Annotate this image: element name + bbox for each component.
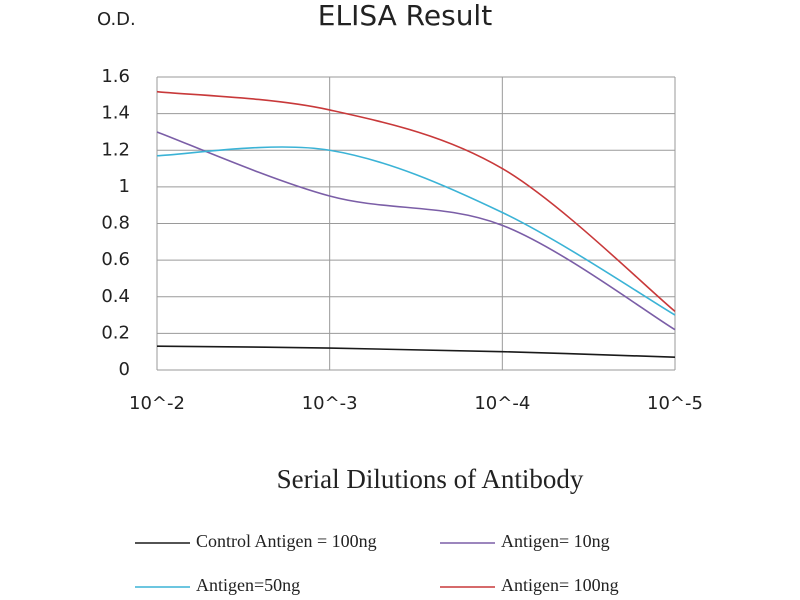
- y-tick-label: 1.2: [101, 139, 130, 160]
- series-line: [156, 146, 676, 316]
- x-tick-label: 10^-3: [302, 393, 358, 414]
- series-line: [156, 90, 676, 313]
- y-tick-label: 1.4: [101, 103, 130, 124]
- legend-label: Antigen= 100ng: [501, 575, 619, 595]
- legend-label: Antigen= 10ng: [501, 531, 610, 551]
- x-axis-title: Serial Dilutions of Antibody: [277, 464, 584, 494]
- y-tick-label: 0.6: [101, 249, 130, 270]
- y-tick-label: 1.6: [101, 66, 130, 87]
- legend-label: Control Antigen = 100ng: [196, 531, 377, 551]
- chart-title: ELISA Result: [318, 0, 492, 32]
- series-line: [156, 345, 676, 358]
- legend-label: Antigen=50ng: [196, 575, 300, 595]
- x-tick-label: 10^-5: [647, 393, 703, 414]
- y-tick-label: 0: [119, 359, 130, 380]
- y-axis-title: O.D.: [97, 9, 136, 30]
- y-tick-label: 0.2: [101, 322, 130, 343]
- series-line: [156, 131, 676, 331]
- x-tick-label: 10^-4: [474, 393, 530, 414]
- y-tick-label: 0.8: [101, 213, 130, 234]
- x-tick-label: 10^-2: [129, 393, 185, 414]
- y-tick-label: 0.4: [101, 286, 130, 307]
- y-tick-label: 1: [119, 176, 130, 197]
